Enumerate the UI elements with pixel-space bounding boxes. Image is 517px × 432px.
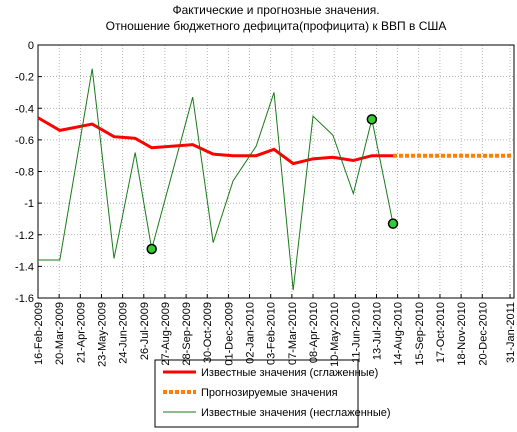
y-tick-label: -0.6: [15, 135, 34, 147]
x-tick-label: 27-Aug-2009: [160, 302, 172, 366]
x-tick-label: 28-Sep-2009: [181, 302, 193, 366]
point-marker: [387, 218, 399, 229]
x-tick-label: 02-Jan-2010: [245, 302, 257, 364]
x-tick-label: 18-Nov-2010: [456, 302, 468, 366]
legend-label: Известные значения (несглаженные): [201, 407, 391, 419]
series-line: [37, 116, 394, 166]
x-tick-label: 17-Oct-2010: [435, 302, 447, 363]
x-tick-label: 11-Jun-2010: [350, 302, 362, 363]
y-tick-label: -1.4: [15, 261, 34, 273]
x-tick-label: 31-Jan-2011: [505, 302, 517, 363]
y-tick-label: -0.4: [15, 103, 34, 115]
x-tick-label: 24-Jun-2009: [118, 302, 130, 364]
x-tick-label: 07-Mar-2010: [287, 302, 299, 365]
x-tick-label: 15-Sep-2010: [414, 302, 426, 366]
legend-label: Известные значения (сглаженные): [201, 367, 378, 379]
y-tick-label: -1.6: [15, 293, 34, 305]
y-tick-label: -1.2: [15, 230, 34, 242]
chart-title: Фактические и прогнозные значения.: [172, 3, 379, 17]
point-marker: [366, 114, 378, 125]
x-tick-label: 21-Apr-2009: [75, 302, 87, 363]
y-tick-label: 0: [28, 40, 34, 52]
x-tick-label: 01-Dec-2009: [223, 302, 235, 366]
x-tick-label: 16-Feb-2009: [33, 302, 45, 365]
point-marker: [146, 243, 157, 255]
x-tick-label: 30-Oct-2009: [202, 302, 214, 363]
plot-frame: [37, 44, 515, 299]
series-line: [38, 68, 394, 291]
legend-label: Прогнозируемые значения: [201, 387, 338, 399]
y-tick-label: -0.2: [15, 72, 34, 84]
chart-title: Отношение бюджетного дефицита(профицита)…: [106, 19, 447, 33]
x-tick-label: 20-Dec-2010: [477, 302, 489, 366]
y-tick-label: -1: [24, 198, 34, 210]
x-tick-label: 26-Jul-2009: [139, 302, 151, 360]
x-tick-label: 20-Mar-2009: [54, 302, 66, 365]
x-tick-label: 23-May-2009: [96, 302, 108, 367]
x-tick-label: 03-Feb-2010: [266, 302, 278, 365]
x-tick-label: 14-Aug-2010: [393, 302, 405, 366]
y-tick-label: -0.8: [15, 167, 34, 179]
x-tick-label: 08-Apr-2010: [308, 302, 320, 363]
x-tick-label: 13-Jul-2010: [371, 302, 383, 360]
x-tick-label: 10-May-2010: [329, 302, 341, 367]
